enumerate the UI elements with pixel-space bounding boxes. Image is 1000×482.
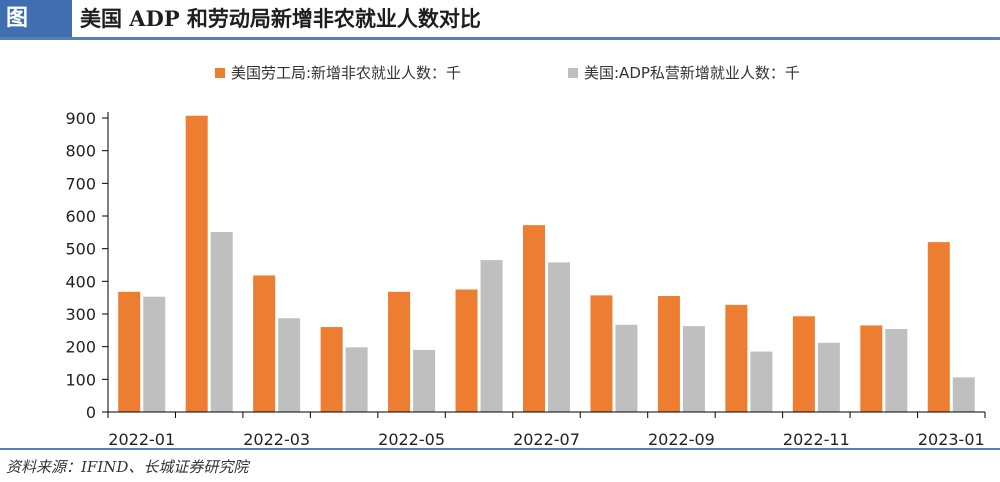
bar-series-1-2022-01 xyxy=(118,291,141,412)
y-tick-label-3: 300 xyxy=(65,305,96,324)
source-note: 资料来源：IFIND、长城证券研究院 xyxy=(6,458,249,476)
bar-series-1-2022-05 xyxy=(388,291,411,412)
bar-series-1-2022-07 xyxy=(523,225,545,412)
legend-swatch-series-1 xyxy=(215,67,225,78)
bar-series-2-2022-09 xyxy=(682,326,705,412)
bar-series-2-2023-01 xyxy=(952,377,975,412)
bar-series-1-2022-03 xyxy=(253,275,276,412)
y-tick-label-1: 100 xyxy=(65,370,96,389)
bar-series-1-2022-04 xyxy=(320,327,343,412)
x-tick-label-2022-07: 2022-07 xyxy=(513,430,580,446)
bar-series-2-2022-06 xyxy=(480,260,503,412)
bar-series-2-2022-07 xyxy=(548,262,570,412)
y-tick-label-8: 800 xyxy=(65,142,96,161)
legend: 美国劳工局:新增非农就业人数：千 美国:ADP私营新增就业人数：千 xyxy=(0,62,1000,86)
y-tick-label-6: 600 xyxy=(65,207,96,226)
bar-series-2-2022-10 xyxy=(750,351,773,412)
bar-series-1-2022-12 xyxy=(860,325,883,412)
x-tick-label-2022-09: 2022-09 xyxy=(648,430,715,446)
bar-series-1-2023-01 xyxy=(927,242,950,412)
bar-series-2-2022-01 xyxy=(143,296,166,412)
bar-series-1-2022-02 xyxy=(185,115,208,413)
y-tick-label-7: 700 xyxy=(65,174,96,193)
source-footer: 资料来源：IFIND、长城证券研究院 xyxy=(0,448,1000,482)
bar-series-1-2022-10 xyxy=(725,304,748,412)
legend-label-series-1: 美国劳工局:新增非农就业人数：千 xyxy=(231,64,462,82)
chart-title: 美国 ADP 和劳动局新增非农就业人数对比 xyxy=(80,6,481,31)
bar-series-2-2022-05 xyxy=(413,349,436,412)
bar-series-1-2022-06 xyxy=(455,289,478,412)
bar-series-1-2022-11 xyxy=(792,316,815,412)
y-tick-label-5: 500 xyxy=(65,240,96,259)
bar-series-1-2022-08 xyxy=(590,295,613,412)
title-bar: 图 4： 美国 ADP 和劳动局新增非农就业人数对比 xyxy=(0,0,1000,68)
bar-series-2-2022-11 xyxy=(817,342,840,412)
figure-label: 图 4： xyxy=(0,0,72,68)
x-tick-label-2022-11: 2022-11 xyxy=(783,430,850,446)
x-tick-label-2022-01: 2022-01 xyxy=(108,430,175,446)
x-tick-label-2023-01: 2023-01 xyxy=(918,430,985,446)
bar-series-2-2022-08 xyxy=(615,324,638,412)
y-tick-label-9: 900 xyxy=(65,109,96,128)
y-tick-label-0: 0 xyxy=(86,403,96,422)
y-tick-label-2: 200 xyxy=(65,338,96,357)
bar-series-2-2022-03 xyxy=(278,318,301,412)
bar-series-2-2022-04 xyxy=(345,347,368,412)
legend-item-series-1: 美国劳工局:新增非农就业人数：千 xyxy=(215,62,461,83)
bar-series-2-2022-02 xyxy=(210,232,233,412)
legend-item-series-2: 美国:ADP私营新增就业人数：千 xyxy=(568,62,800,83)
legend-swatch-series-2 xyxy=(568,67,578,78)
bar-series-1-2022-09 xyxy=(657,296,680,412)
x-tick-label-2022-05: 2022-05 xyxy=(378,430,445,446)
x-tick-label-2022-03: 2022-03 xyxy=(243,430,310,446)
legend-label-series-2: 美国:ADP私营新增就业人数：千 xyxy=(584,64,800,82)
y-tick-label-4: 400 xyxy=(65,272,96,291)
bar-series-2-2022-12 xyxy=(885,329,908,412)
bar-chart: 0 100 200 300 400 500 600 700 800 900 2022-01 2022-… xyxy=(65,109,986,446)
